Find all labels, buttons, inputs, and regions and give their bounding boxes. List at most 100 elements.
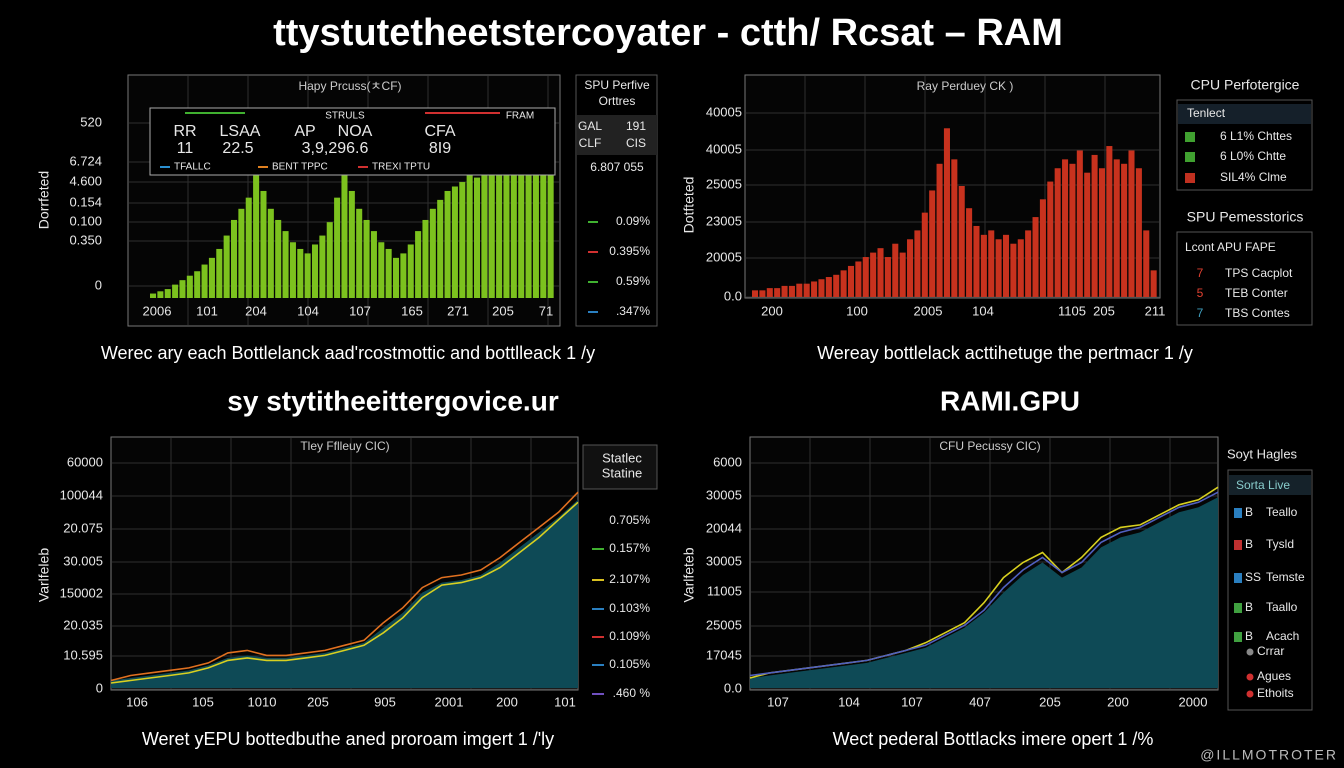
bar (1143, 230, 1150, 297)
x-tick-label: 2000 (1179, 694, 1208, 709)
bar (267, 208, 274, 298)
bar (231, 219, 238, 298)
side-item: 0.109% (609, 629, 650, 643)
caption: Werec ary each Bottlelanck aad'rcostmott… (101, 343, 595, 363)
bar (818, 279, 825, 297)
x-tick-label: 200 (1107, 694, 1129, 709)
chart-title: Hapy Prcuss(ㅊCF) (298, 79, 401, 93)
bar (385, 248, 392, 298)
x-tick-label: 1010 (248, 694, 277, 709)
side-title: Statine (602, 465, 642, 480)
bar (1128, 150, 1135, 297)
bar (936, 163, 943, 297)
bar (840, 270, 847, 297)
side-title: CPU Perfotergice (1191, 77, 1300, 93)
side-box-text: 191 (626, 119, 646, 133)
y-axis-label: Dotfteted (681, 177, 697, 234)
side-item: 0.705% (609, 513, 650, 527)
bar (429, 208, 436, 298)
caption: Wect pederal Bottlacks imere opert 1 /% (833, 729, 1154, 749)
legend-text: 11 (177, 140, 194, 157)
x-tick-label: 905 (374, 694, 396, 709)
side-header-bg (1178, 104, 1311, 124)
bar (1091, 154, 1098, 297)
bar (759, 290, 766, 297)
x-tick-label: 271 (447, 303, 469, 318)
bar (326, 222, 333, 298)
bar (525, 168, 532, 298)
bar (481, 170, 488, 298)
bar (208, 257, 215, 298)
page-title: ttystutetheetstercoyater - ctth/ Rcsat –… (273, 12, 1063, 54)
side-panel (575, 74, 658, 327)
side-item: Ethoits (1257, 686, 1294, 700)
x-tick-label: 101 (554, 694, 576, 709)
side-box-text: CLF (579, 136, 602, 150)
bar (150, 293, 157, 298)
bar (855, 261, 862, 297)
y-tick-label: 0 (96, 680, 103, 695)
y-tick-label: 20.035 (63, 617, 103, 632)
bar (348, 190, 355, 298)
bar (238, 208, 245, 298)
bar (422, 219, 429, 298)
side-item: 0.59% (616, 274, 650, 288)
bar (988, 230, 995, 297)
bar (921, 212, 928, 297)
x-tick-label: 107 (349, 303, 371, 318)
x-tick-label: 205 (492, 303, 514, 318)
bar (1032, 217, 1039, 297)
bar (304, 253, 311, 298)
legend-text: 8I9 (429, 140, 451, 157)
bar (907, 239, 914, 297)
bar (943, 128, 950, 297)
side-header: Lcont APU FAPE (1185, 240, 1276, 254)
line (110, 491, 579, 682)
legend-text: 22.5 (222, 140, 253, 157)
side-key: 7 (1197, 306, 1204, 320)
side-box (577, 115, 657, 155)
bar (1069, 163, 1076, 297)
bar (474, 177, 481, 298)
bar (892, 243, 899, 297)
bar (216, 248, 223, 298)
bar (179, 280, 186, 298)
side-key: B (1245, 629, 1253, 643)
side-swatch (1234, 540, 1242, 550)
side-item: .460 % (613, 686, 651, 700)
bar (334, 197, 341, 298)
x-tick-label: 106 (126, 694, 148, 709)
bar (796, 283, 803, 297)
side-item: 0.09% (616, 214, 650, 228)
side-item: 2.107% (609, 572, 650, 586)
x-tick-label: 107 (901, 694, 923, 709)
bar (1017, 239, 1024, 297)
y-tick-label: 30.005 (63, 553, 103, 568)
y-tick-label: 60000 (67, 454, 103, 469)
legend-text: 3,9,296.6 (302, 140, 369, 157)
bar (1010, 243, 1017, 297)
bar (847, 265, 855, 297)
y-axis-label: Varlfeleb (36, 548, 52, 602)
y-tick-label: 0.154 (69, 194, 102, 209)
y-tick-label: 23005 (706, 213, 742, 228)
bar (444, 190, 451, 298)
chart-title: Tley Fflleuy CIC) (300, 439, 389, 453)
bar (877, 248, 884, 297)
bar (870, 252, 877, 297)
bar (1135, 168, 1142, 297)
legend-text: CFA (424, 123, 455, 140)
bar (1106, 146, 1113, 297)
bar (312, 244, 319, 298)
bar (319, 235, 326, 298)
y-tick-label: 4.600 (69, 173, 102, 188)
side-item: Taallo (1266, 600, 1298, 614)
side-title: Orttres (599, 94, 636, 108)
bar (803, 283, 810, 297)
y-tick-label: 0.100 (69, 213, 102, 228)
bar (356, 208, 363, 298)
side-key: SS (1245, 570, 1261, 584)
bar (172, 284, 179, 298)
side-box-text: GAL (578, 119, 602, 133)
x-tick-label: 200 (761, 303, 783, 318)
